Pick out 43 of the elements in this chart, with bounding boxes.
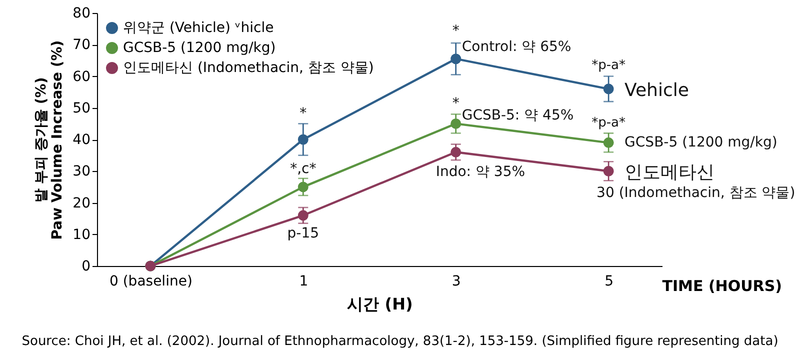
annotation: Control: 약 65% [462, 38, 572, 55]
y-tick-label: 80 [72, 6, 90, 22]
point [450, 146, 462, 158]
y-tick-label: 0 [82, 258, 90, 274]
y-tick-label: 10 [72, 226, 90, 243]
point [603, 84, 614, 94]
annotation: 30 (Indomethacin, 참조 약물) [596, 185, 796, 202]
y-tick-label: 40 [72, 132, 90, 148]
annotation: 인도메타신 [624, 162, 715, 184]
text: TIME (HOURS) [662, 277, 782, 295]
point [298, 210, 308, 221]
y-tick-label: 20 [72, 195, 90, 212]
x-tick-label: 3 [452, 274, 461, 290]
y-tick-label: 30 [72, 164, 90, 180]
x-tick-label: 1 [299, 274, 308, 290]
point [603, 137, 614, 148]
annotation: Vehicle [624, 80, 689, 101]
point [450, 54, 462, 64]
y-tick-label: 60 [72, 68, 90, 85]
y-axis-title: 발 부피 증가율 (%) Paw Volume Increase (%) [34, 40, 66, 240]
annotation: * [452, 22, 460, 39]
source-note: Source: Choi JH, et al. (2002). Journal of Ethnopharmacology, 83(1-2), 153-159. (Simplified figure representing data) [22, 334, 778, 349]
legend-label: 인도메타신 (Indomethacin, 참조 약물) [123, 60, 374, 76]
y-tick-label: 50 [72, 100, 90, 116]
point [298, 182, 308, 192]
point [603, 166, 614, 176]
annotation: *p-a* [592, 116, 626, 131]
annotation: GCSB-5 (1200 mg/kg) [624, 134, 778, 151]
annotation: *,c* [290, 160, 316, 177]
point [450, 118, 462, 129]
legend-label: 위약군 (Vehicle) ᵛhicle [123, 20, 274, 36]
x-tick-label: 5 [604, 274, 614, 290]
y-tick-label: 70 [72, 37, 90, 54]
point [298, 134, 308, 145]
x-tick-label: 0 (baseline) [109, 274, 192, 290]
x-axis-title: 시간 (H) [347, 294, 413, 314]
annotation: * [452, 96, 460, 112]
annotation: p-15 [287, 225, 320, 242]
annotation: GCSB-5: 약 45% [462, 108, 574, 124]
annotation: *p-a* [592, 58, 626, 73]
legend-label: GCSB-5 (1200 mg/kg) [123, 40, 276, 56]
annotation: Indo: 약 35% [436, 164, 526, 180]
annotation: * [300, 106, 307, 122]
